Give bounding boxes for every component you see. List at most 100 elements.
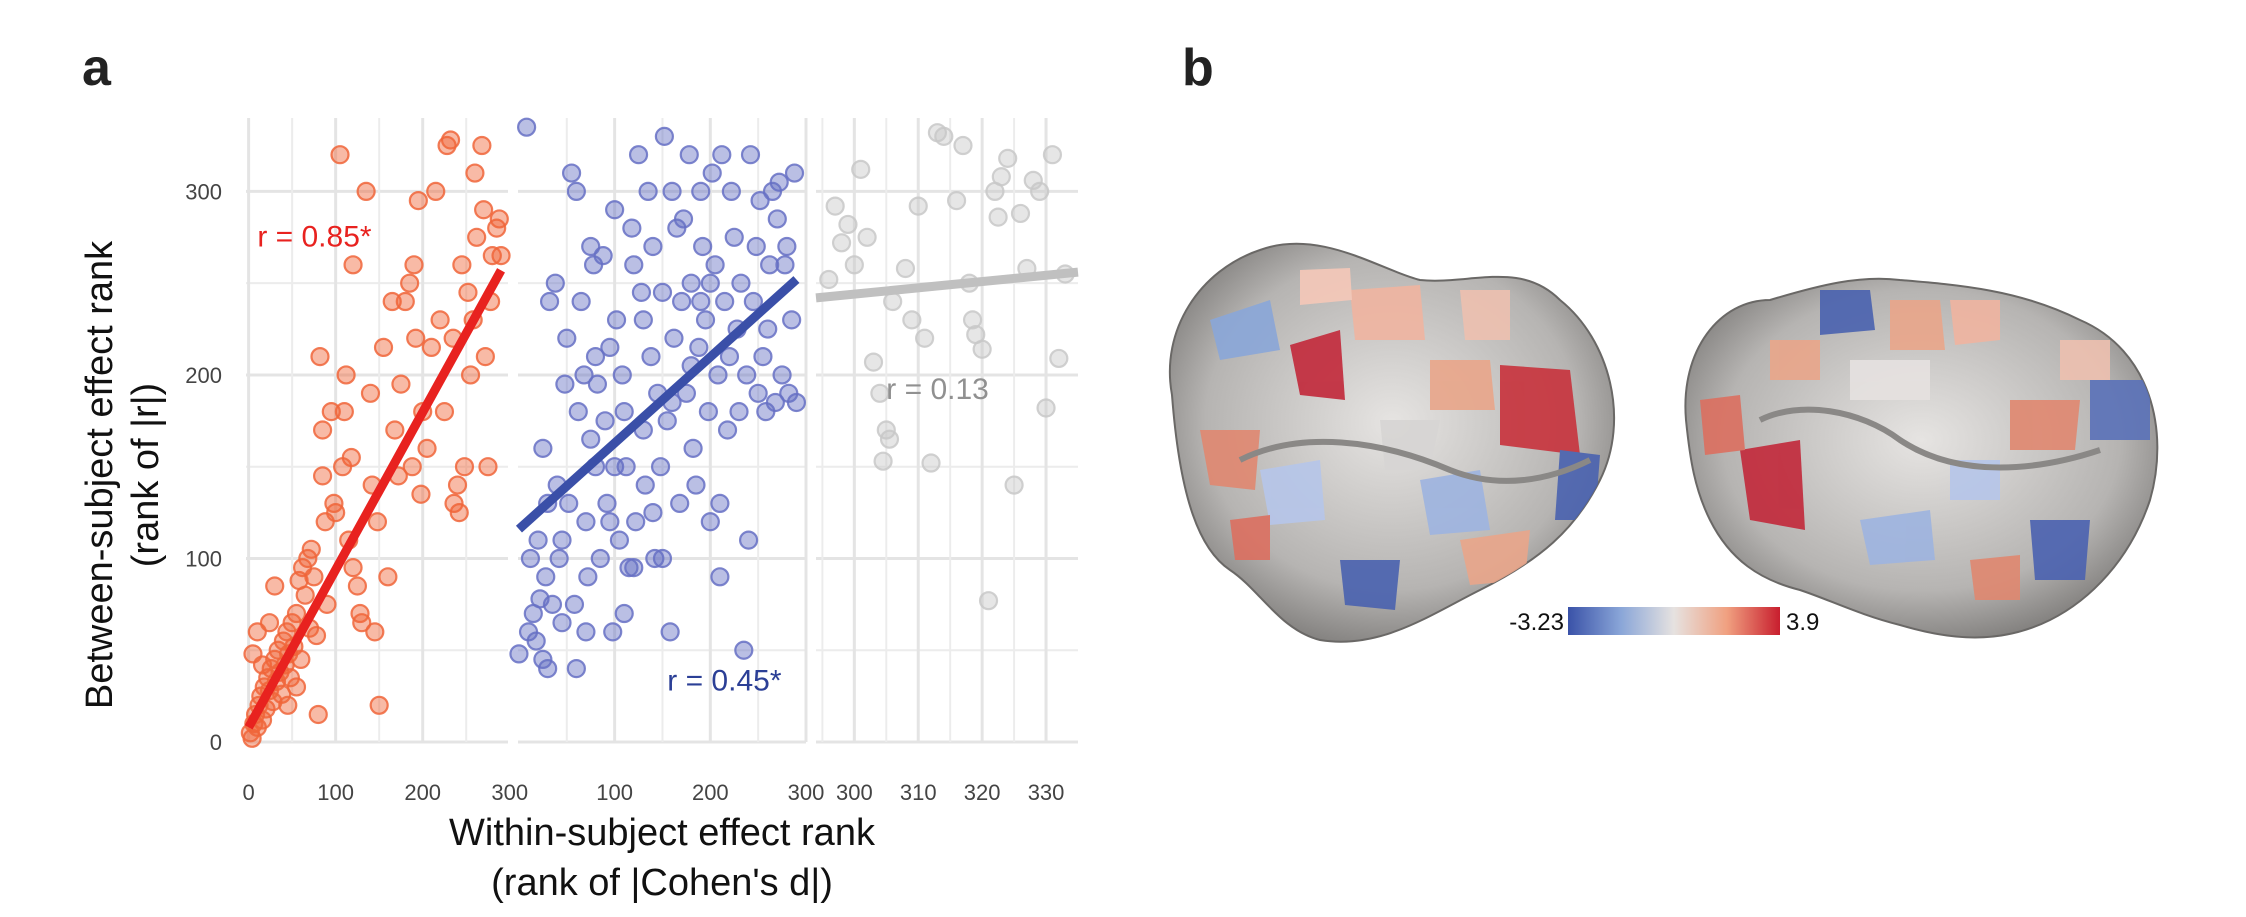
data-point — [622, 218, 642, 238]
data-point — [946, 190, 967, 211]
data-point — [411, 484, 431, 504]
data-point — [662, 181, 682, 202]
data-point — [635, 475, 655, 495]
data-point — [844, 255, 864, 275]
data-point — [619, 558, 639, 578]
data-point — [385, 420, 405, 440]
data-point — [710, 567, 730, 587]
data-point — [552, 530, 572, 550]
data-point — [566, 181, 586, 202]
data-point — [772, 365, 792, 385]
data-point — [626, 512, 646, 532]
scatter-panel: 0 100 200 300 r = 0.85* 100 200 300 r = 0.45* 300… — [185, 117, 1079, 805]
data-point — [721, 181, 741, 202]
data-point — [700, 512, 720, 532]
data-point — [561, 163, 582, 183]
x-tick-label: 200 — [692, 780, 729, 805]
data-point — [652, 282, 673, 302]
data-point — [391, 374, 411, 394]
data-point — [838, 214, 858, 235]
panel-letter-b: b — [1182, 39, 1214, 97]
data-point — [600, 337, 620, 358]
data-point — [689, 337, 709, 358]
data-point — [538, 658, 558, 679]
data-point — [406, 328, 426, 348]
data-point — [400, 273, 420, 293]
data-point — [559, 493, 579, 514]
data-point — [676, 383, 696, 403]
x-tick-label: 330 — [1028, 780, 1065, 805]
data-point — [650, 457, 671, 477]
data-point — [603, 622, 623, 642]
data-point — [760, 255, 780, 275]
data-point — [533, 438, 553, 458]
data-point — [326, 502, 346, 523]
data-point — [452, 255, 472, 275]
data-point — [851, 159, 871, 179]
data-point — [352, 613, 372, 633]
data-point — [691, 291, 711, 312]
data-point — [782, 310, 802, 330]
data-point — [509, 644, 529, 664]
x-tick-label: 310 — [900, 780, 937, 805]
data-point — [576, 622, 596, 642]
data-point — [564, 594, 585, 614]
data-point — [545, 273, 565, 293]
data-point — [491, 246, 511, 266]
data-point — [449, 502, 469, 523]
data-point — [758, 319, 778, 339]
facet-insensitive: 300 310 320 330 r = 0.13 — [815, 118, 1079, 805]
x-tick-label: 100 — [317, 780, 354, 805]
x-axis-title: Within-subject effect rank (rank of |Coh… — [449, 812, 876, 904]
x-tick-label: 300 — [836, 780, 873, 805]
y-tick-label: 0 — [210, 730, 222, 755]
data-point — [702, 163, 722, 183]
data-point — [426, 181, 446, 202]
data-point — [518, 622, 539, 642]
data-point — [686, 475, 706, 495]
data-point — [614, 402, 634, 422]
data-point — [597, 493, 617, 514]
data-point — [775, 255, 795, 275]
data-point — [631, 282, 652, 302]
colorbar-min-label: -3.23 — [1509, 609, 1564, 636]
data-point — [382, 291, 402, 312]
data-point — [242, 728, 262, 748]
data-point — [870, 383, 890, 403]
data-point — [681, 273, 701, 293]
data-point — [1042, 145, 1063, 165]
data-point — [831, 233, 852, 253]
data-point — [743, 291, 763, 312]
data-point — [715, 291, 735, 312]
data-point — [819, 269, 839, 290]
data-point — [444, 493, 464, 514]
data-point — [934, 126, 954, 146]
facet-activated: 0 100 200 300 r = 0.85* — [240, 118, 528, 805]
data-point — [962, 310, 983, 330]
data-point — [902, 310, 922, 330]
data-point — [365, 622, 385, 642]
data-point — [402, 457, 422, 477]
data-point — [908, 196, 928, 216]
data-point — [252, 655, 273, 675]
colorbar: -3.23 3.9 — [1509, 607, 1819, 636]
data-point — [369, 695, 389, 715]
data-point — [731, 273, 751, 293]
data-point — [624, 558, 644, 578]
data-point — [777, 236, 797, 257]
data-point — [825, 196, 845, 216]
data-point — [600, 512, 620, 532]
data-point — [734, 640, 754, 660]
data-point — [295, 585, 315, 605]
data-point — [972, 339, 992, 359]
data-point — [740, 145, 761, 165]
data-point — [921, 453, 941, 473]
data-point — [652, 548, 673, 569]
data-point — [683, 438, 703, 458]
data-point — [528, 530, 548, 550]
x-axis-title-main: Within-subject effect rank — [449, 812, 876, 854]
data-point — [879, 429, 900, 449]
data-point — [1036, 398, 1056, 418]
data-point — [609, 530, 630, 550]
x-tick-label: 100 — [596, 780, 633, 805]
